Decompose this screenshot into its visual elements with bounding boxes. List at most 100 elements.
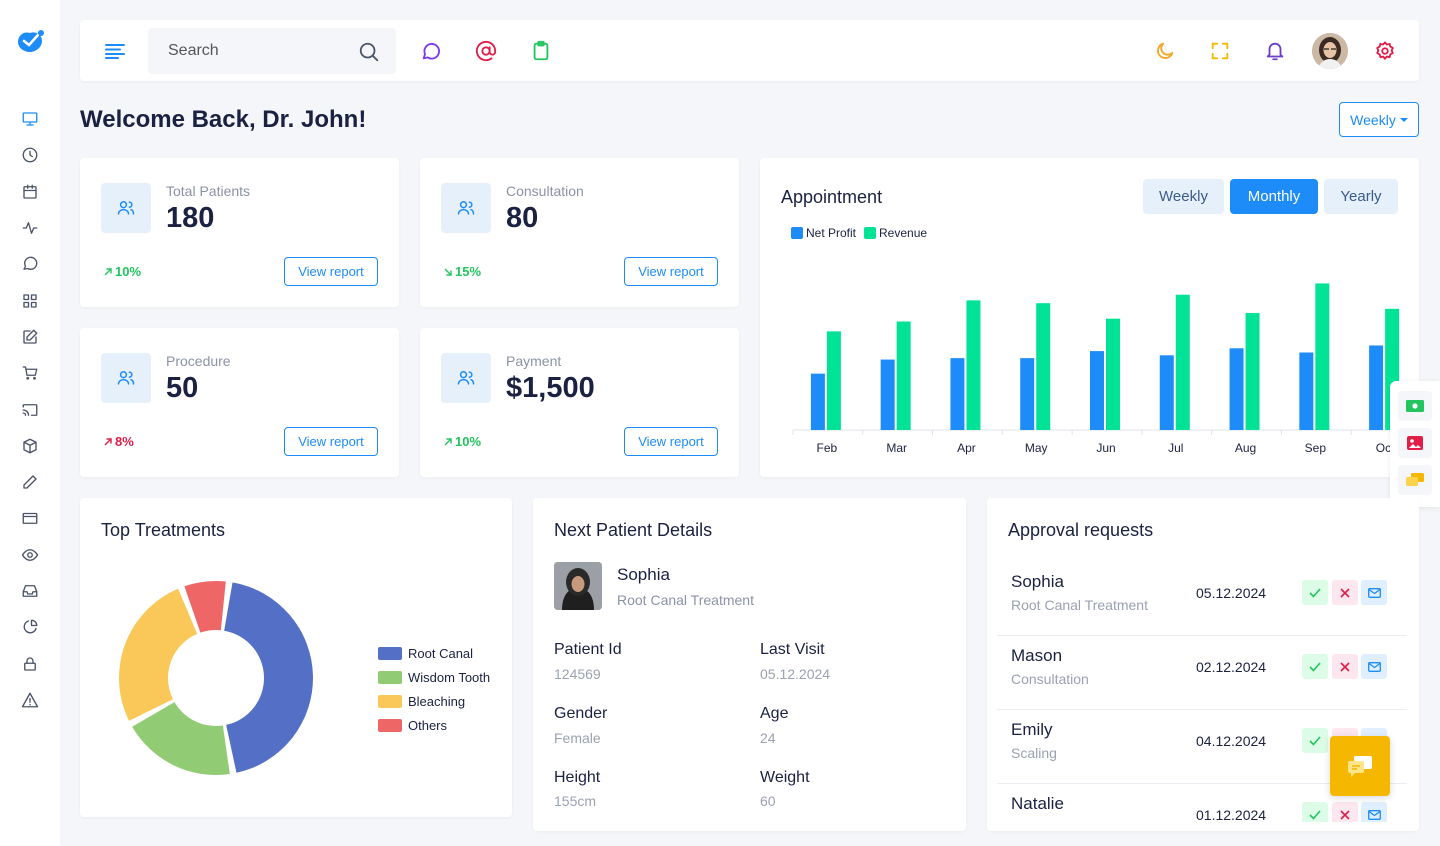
clipboard-button[interactable] <box>529 39 553 63</box>
chat-icon <box>23 256 38 271</box>
reject-button[interactable] <box>1332 580 1358 605</box>
sidebar-item-calendar[interactable] <box>0 174 60 210</box>
period-dropdown[interactable]: Weekly <box>1339 102 1419 137</box>
floating-toolbar <box>1390 381 1440 507</box>
bar-net-profit[interactable] <box>1020 358 1035 430</box>
legend-item-root-canal[interactable]: Root Canal <box>378 641 490 665</box>
message-button[interactable] <box>1361 802 1387 822</box>
gallery-tool-button[interactable] <box>1398 428 1432 458</box>
slice-root-canal[interactable] <box>224 582 313 773</box>
chevron-down-icon <box>1399 117 1408 122</box>
bar-net-profit[interactable] <box>1369 345 1384 430</box>
notifications-button[interactable] <box>1263 39 1287 63</box>
settings-button[interactable] <box>1373 39 1397 63</box>
search-input[interactable] <box>148 28 338 74</box>
message-button[interactable] <box>1361 654 1387 679</box>
bar-net-profit[interactable] <box>810 373 825 430</box>
chat-button[interactable] <box>419 39 443 63</box>
bar-revenue[interactable] <box>826 331 841 430</box>
view-report-button[interactable]: View report <box>284 427 378 456</box>
legend-item-others[interactable]: Others <box>378 713 490 737</box>
bar-revenue[interactable] <box>966 300 981 430</box>
legend-label: Bleaching <box>408 693 466 709</box>
stat-value: 80 <box>506 202 539 234</box>
sidebar-item-components[interactable] <box>0 428 60 464</box>
inbox-icon <box>22 585 38 597</box>
bar-revenue[interactable] <box>1175 294 1190 430</box>
bar-revenue[interactable] <box>1315 283 1330 430</box>
view-report-button[interactable]: View report <box>624 427 718 456</box>
menu-toggle-button[interactable] <box>102 38 128 64</box>
approve-button[interactable] <box>1302 580 1328 605</box>
logo-icon[interactable] <box>14 28 46 56</box>
chat-fab-button[interactable] <box>1330 736 1390 796</box>
sidebar-item-auth[interactable] <box>0 645 60 681</box>
x-tick-label: Apr <box>957 441 976 455</box>
sidebar-item-view[interactable] <box>0 537 60 573</box>
tab-weekly[interactable]: Weekly <box>1143 179 1224 214</box>
check-icon <box>1309 661 1321 672</box>
bar-revenue[interactable] <box>1245 313 1260 430</box>
tab-yearly[interactable]: Yearly <box>1324 179 1398 214</box>
slice-bleaching[interactable] <box>119 588 198 721</box>
sidebar-item-forms[interactable] <box>0 319 60 355</box>
age-value: 24 <box>760 730 776 746</box>
messages-tool-button[interactable] <box>1398 465 1432 495</box>
tab-monthly[interactable]: Monthly <box>1230 179 1318 214</box>
reject-button[interactable] <box>1332 802 1358 822</box>
box-icon <box>23 438 37 454</box>
stat-delta-value: 10% <box>115 264 142 279</box>
users-icon <box>101 353 151 403</box>
bar-net-profit[interactable] <box>1090 351 1104 430</box>
sidebar-item-charts[interactable] <box>0 609 60 645</box>
dark-mode-toggle[interactable] <box>1153 39 1177 63</box>
money-tool-button[interactable] <box>1398 391 1432 421</box>
treatments-donut-chart <box>119 581 313 775</box>
approve-button[interactable] <box>1302 654 1328 679</box>
sidebar-item-chat[interactable] <box>0 246 60 282</box>
view-report-button[interactable]: View report <box>284 257 378 286</box>
slice-wisdom-tooth[interactable] <box>132 702 230 775</box>
legend-item-wisdom-tooth[interactable]: Wisdom Tooth <box>378 665 490 689</box>
legend-item-revenue[interactable]: Revenue <box>864 226 927 240</box>
sidebar-item-errors[interactable] <box>0 682 60 718</box>
bar-revenue[interactable] <box>1036 303 1051 430</box>
users-icon <box>101 183 151 233</box>
approve-button[interactable] <box>1302 802 1328 822</box>
mail-icon <box>1367 809 1381 820</box>
sidebar-item-payments[interactable] <box>0 500 60 536</box>
treatments-legend: Root Canal Wisdom Tooth Bleaching Others <box>378 641 490 737</box>
sidebar-item-shop[interactable] <box>0 355 60 391</box>
next-patient-title: Next Patient Details <box>554 520 713 540</box>
bar-net-profit[interactable] <box>1159 355 1174 430</box>
bar-revenue[interactable] <box>1106 318 1120 430</box>
legend-item-bleaching[interactable]: Bleaching <box>378 689 490 713</box>
fullscreen-button[interactable] <box>1208 39 1232 63</box>
bar-net-profit[interactable] <box>1229 348 1244 430</box>
sidebar-item-editor[interactable] <box>0 464 60 500</box>
x-tick-label: Aug <box>1235 441 1256 455</box>
slice-others[interactable] <box>184 581 226 633</box>
legend-item-net-profit[interactable]: Net Profit <box>791 226 856 240</box>
approve-button[interactable] <box>1302 728 1328 753</box>
bar-revenue[interactable] <box>896 321 911 431</box>
sidebar-item-history[interactable] <box>0 137 60 173</box>
sidebar-item-apps[interactable] <box>0 282 60 318</box>
view-report-button[interactable]: View report <box>624 257 718 286</box>
sidebar-item-cast[interactable] <box>0 391 60 427</box>
approval-row: Sophia Root Canal Treatment 05.12.2024 <box>997 562 1407 636</box>
bar-net-profit[interactable] <box>1299 352 1314 431</box>
stat-value: 50 <box>166 372 199 404</box>
sidebar-item-inbox[interactable] <box>0 573 60 609</box>
bar-net-profit[interactable] <box>950 358 965 430</box>
mention-button[interactable] <box>474 39 498 63</box>
reject-button[interactable] <box>1332 654 1358 679</box>
message-button[interactable] <box>1361 580 1387 605</box>
money-icon <box>1406 400 1424 412</box>
sidebar-item-activity[interactable] <box>0 210 60 246</box>
bar-net-profit[interactable] <box>880 359 895 430</box>
approval-name: Natalie <box>1011 794 1064 813</box>
search-icon[interactable] <box>358 41 380 63</box>
sidebar-item-dashboard[interactable] <box>0 101 60 137</box>
user-avatar[interactable] <box>1312 33 1348 69</box>
